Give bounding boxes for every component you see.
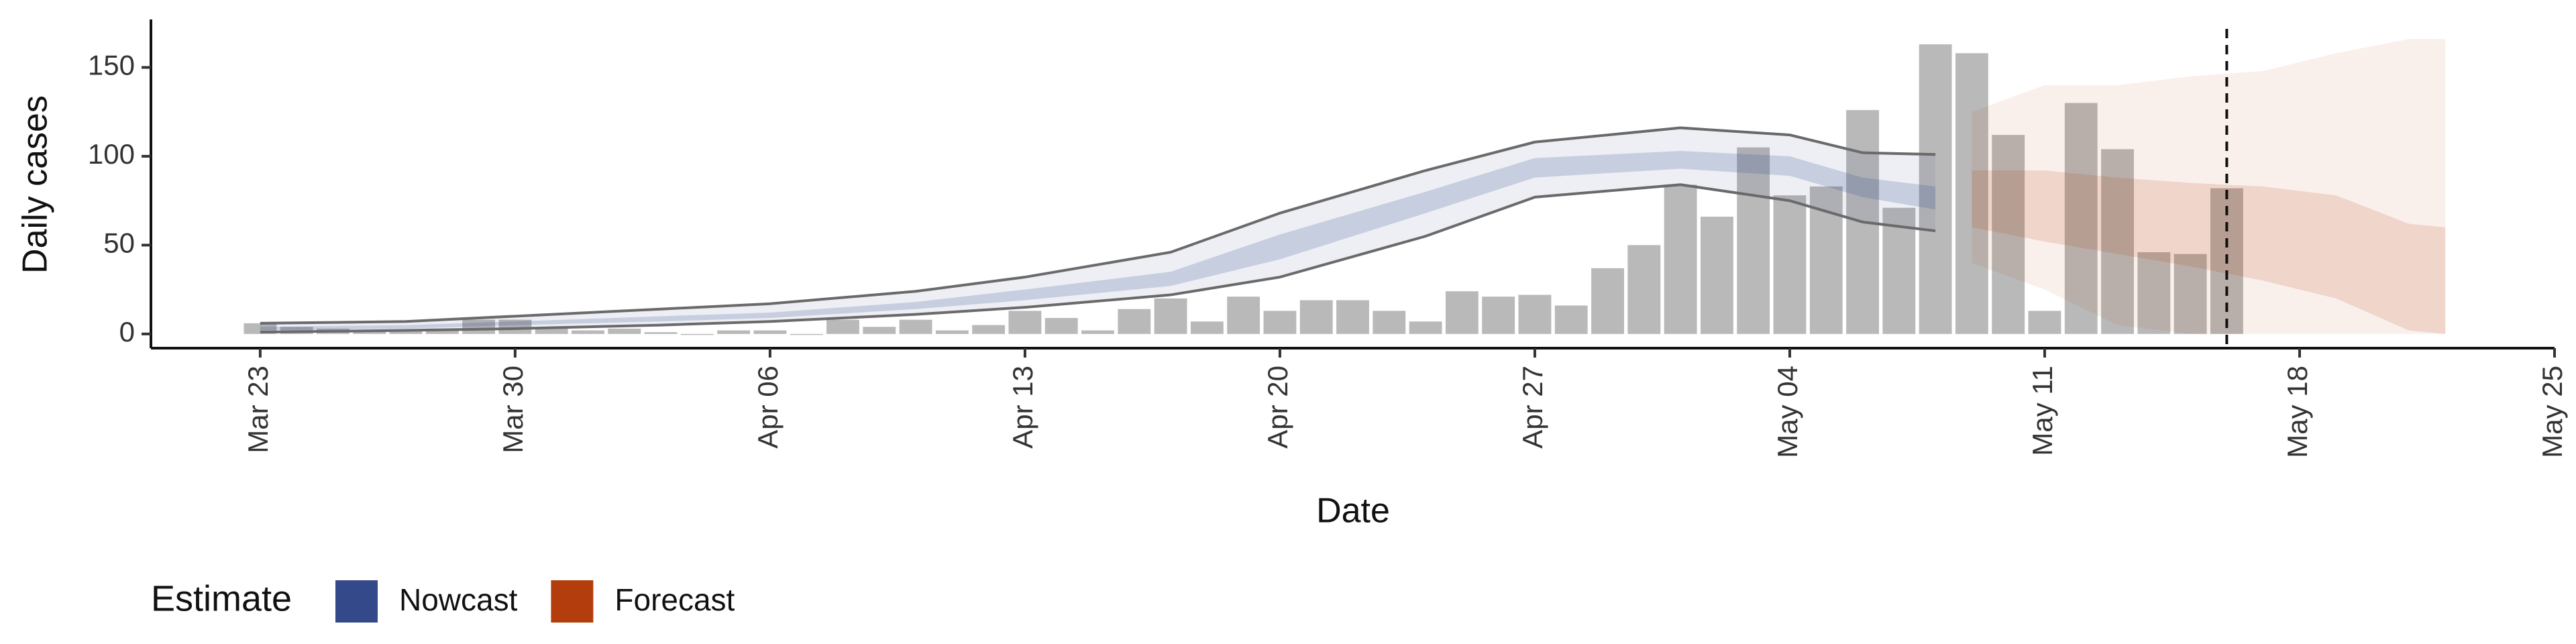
bar xyxy=(1627,245,1661,334)
legend-label: Forecast xyxy=(614,582,735,617)
band-edge xyxy=(260,126,1936,325)
band-edge xyxy=(260,183,1936,334)
x-tick-label: Apr 06 xyxy=(752,366,784,449)
band-90 xyxy=(260,127,1936,333)
bar xyxy=(1518,294,1552,334)
band-90 xyxy=(1972,39,2446,334)
x-tick-label: Mar 30 xyxy=(497,366,529,453)
bar xyxy=(1336,300,1369,334)
bar xyxy=(899,319,932,334)
bar xyxy=(2174,254,2207,334)
bar xyxy=(1955,53,1988,334)
bar xyxy=(1227,297,1260,334)
bar xyxy=(1190,321,1224,334)
bar xyxy=(826,319,859,334)
x-tick-label: May 25 xyxy=(2536,366,2568,458)
bar xyxy=(572,330,604,334)
bar xyxy=(717,330,751,334)
bar xyxy=(2137,252,2171,334)
bar xyxy=(1044,317,1078,334)
bar xyxy=(935,330,969,334)
legend-swatch xyxy=(551,580,594,623)
bar xyxy=(1919,44,1952,334)
bar xyxy=(1773,195,1807,334)
bar xyxy=(1299,300,1333,334)
bar xyxy=(498,319,532,334)
x-tick-label: Apr 13 xyxy=(1007,366,1038,449)
bar xyxy=(389,330,423,334)
x-tick-label: May 11 xyxy=(2027,366,2058,456)
bar xyxy=(1992,135,2025,334)
bar xyxy=(1008,311,1042,334)
x-tick-label: May 18 xyxy=(2282,366,2313,458)
x-axis-title: Date xyxy=(1316,492,1390,531)
bar xyxy=(535,328,568,334)
bar xyxy=(1445,291,1479,334)
y-tick-label: 50 xyxy=(103,227,135,258)
bar xyxy=(972,325,1006,334)
bar xyxy=(1154,298,1187,334)
bar xyxy=(1373,311,1406,334)
bar xyxy=(680,333,714,335)
y-tick-label: 150 xyxy=(88,50,135,81)
bar xyxy=(1554,305,1588,334)
bar xyxy=(1081,330,1114,334)
bar xyxy=(425,328,459,334)
bar xyxy=(644,332,678,334)
bar xyxy=(2101,149,2134,334)
bar xyxy=(1409,321,1442,334)
bar xyxy=(1263,311,1297,334)
bar xyxy=(1482,297,1515,334)
legend-label: Nowcast xyxy=(399,582,518,617)
x-tick-label: Mar 23 xyxy=(242,366,274,453)
bar xyxy=(1664,184,1697,334)
bar xyxy=(1118,309,1151,334)
band-50 xyxy=(260,151,1936,331)
bar xyxy=(1737,147,1770,334)
bar xyxy=(863,327,896,334)
band-50 xyxy=(1972,170,2446,334)
legend-title: Estimate xyxy=(151,578,292,619)
bar xyxy=(1700,217,1733,334)
x-tick-label: May 04 xyxy=(1772,366,1803,458)
bar xyxy=(608,328,641,334)
y-axis-title: Daily cases xyxy=(16,95,55,274)
legend-swatch xyxy=(335,580,378,623)
bar xyxy=(2064,103,2098,334)
bar xyxy=(1591,268,1624,334)
bar xyxy=(2028,311,2061,334)
x-tick-label: Apr 27 xyxy=(1517,366,1548,449)
y-tick-label: 100 xyxy=(88,138,135,170)
y-tick-label: 0 xyxy=(119,316,135,347)
bar xyxy=(790,333,823,335)
x-tick-label: Apr 20 xyxy=(1262,366,1293,449)
bar xyxy=(753,330,787,334)
